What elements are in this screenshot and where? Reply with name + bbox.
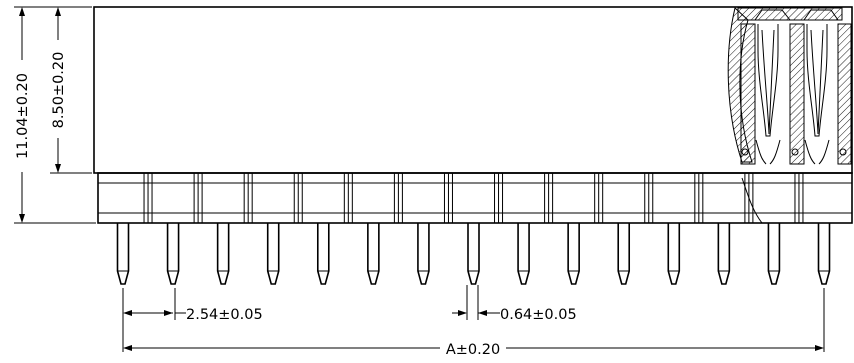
pin (617, 223, 631, 285)
pin (367, 223, 380, 285)
base-segments (143, 172, 804, 224)
pin (216, 223, 230, 285)
pin (266, 223, 280, 285)
height-dimension-body: 8.50±0.20 (50, 7, 92, 174)
overall-length-dimension: A±0.20 (123, 288, 825, 358)
section-cutaway (726, 7, 852, 172)
total-height-label: 11.04±0.20 (15, 73, 31, 159)
pitch-dimension: 2.54±0.05 (122, 288, 263, 352)
pin (817, 223, 831, 285)
pin (717, 223, 731, 285)
pin (116, 223, 130, 285)
body-height-label: 8.50±0.20 (51, 52, 67, 129)
pin-width-label: 0.64±0.05 (500, 307, 577, 323)
base-strip (97, 172, 853, 224)
pin (567, 223, 580, 285)
pin-width-dimension: 0.64±0.05 (452, 285, 577, 323)
pin-row (116, 223, 831, 285)
pin (467, 223, 480, 285)
pitch-label: 2.54±0.05 (186, 307, 263, 323)
height-dimension-total: 11.04±0.20 (14, 6, 96, 224)
pin (316, 223, 330, 285)
overall-length-label: A±0.20 (446, 342, 500, 358)
pin (667, 223, 681, 285)
pin (417, 223, 430, 285)
pin (166, 223, 180, 285)
pin (517, 223, 530, 285)
pin (767, 223, 781, 285)
